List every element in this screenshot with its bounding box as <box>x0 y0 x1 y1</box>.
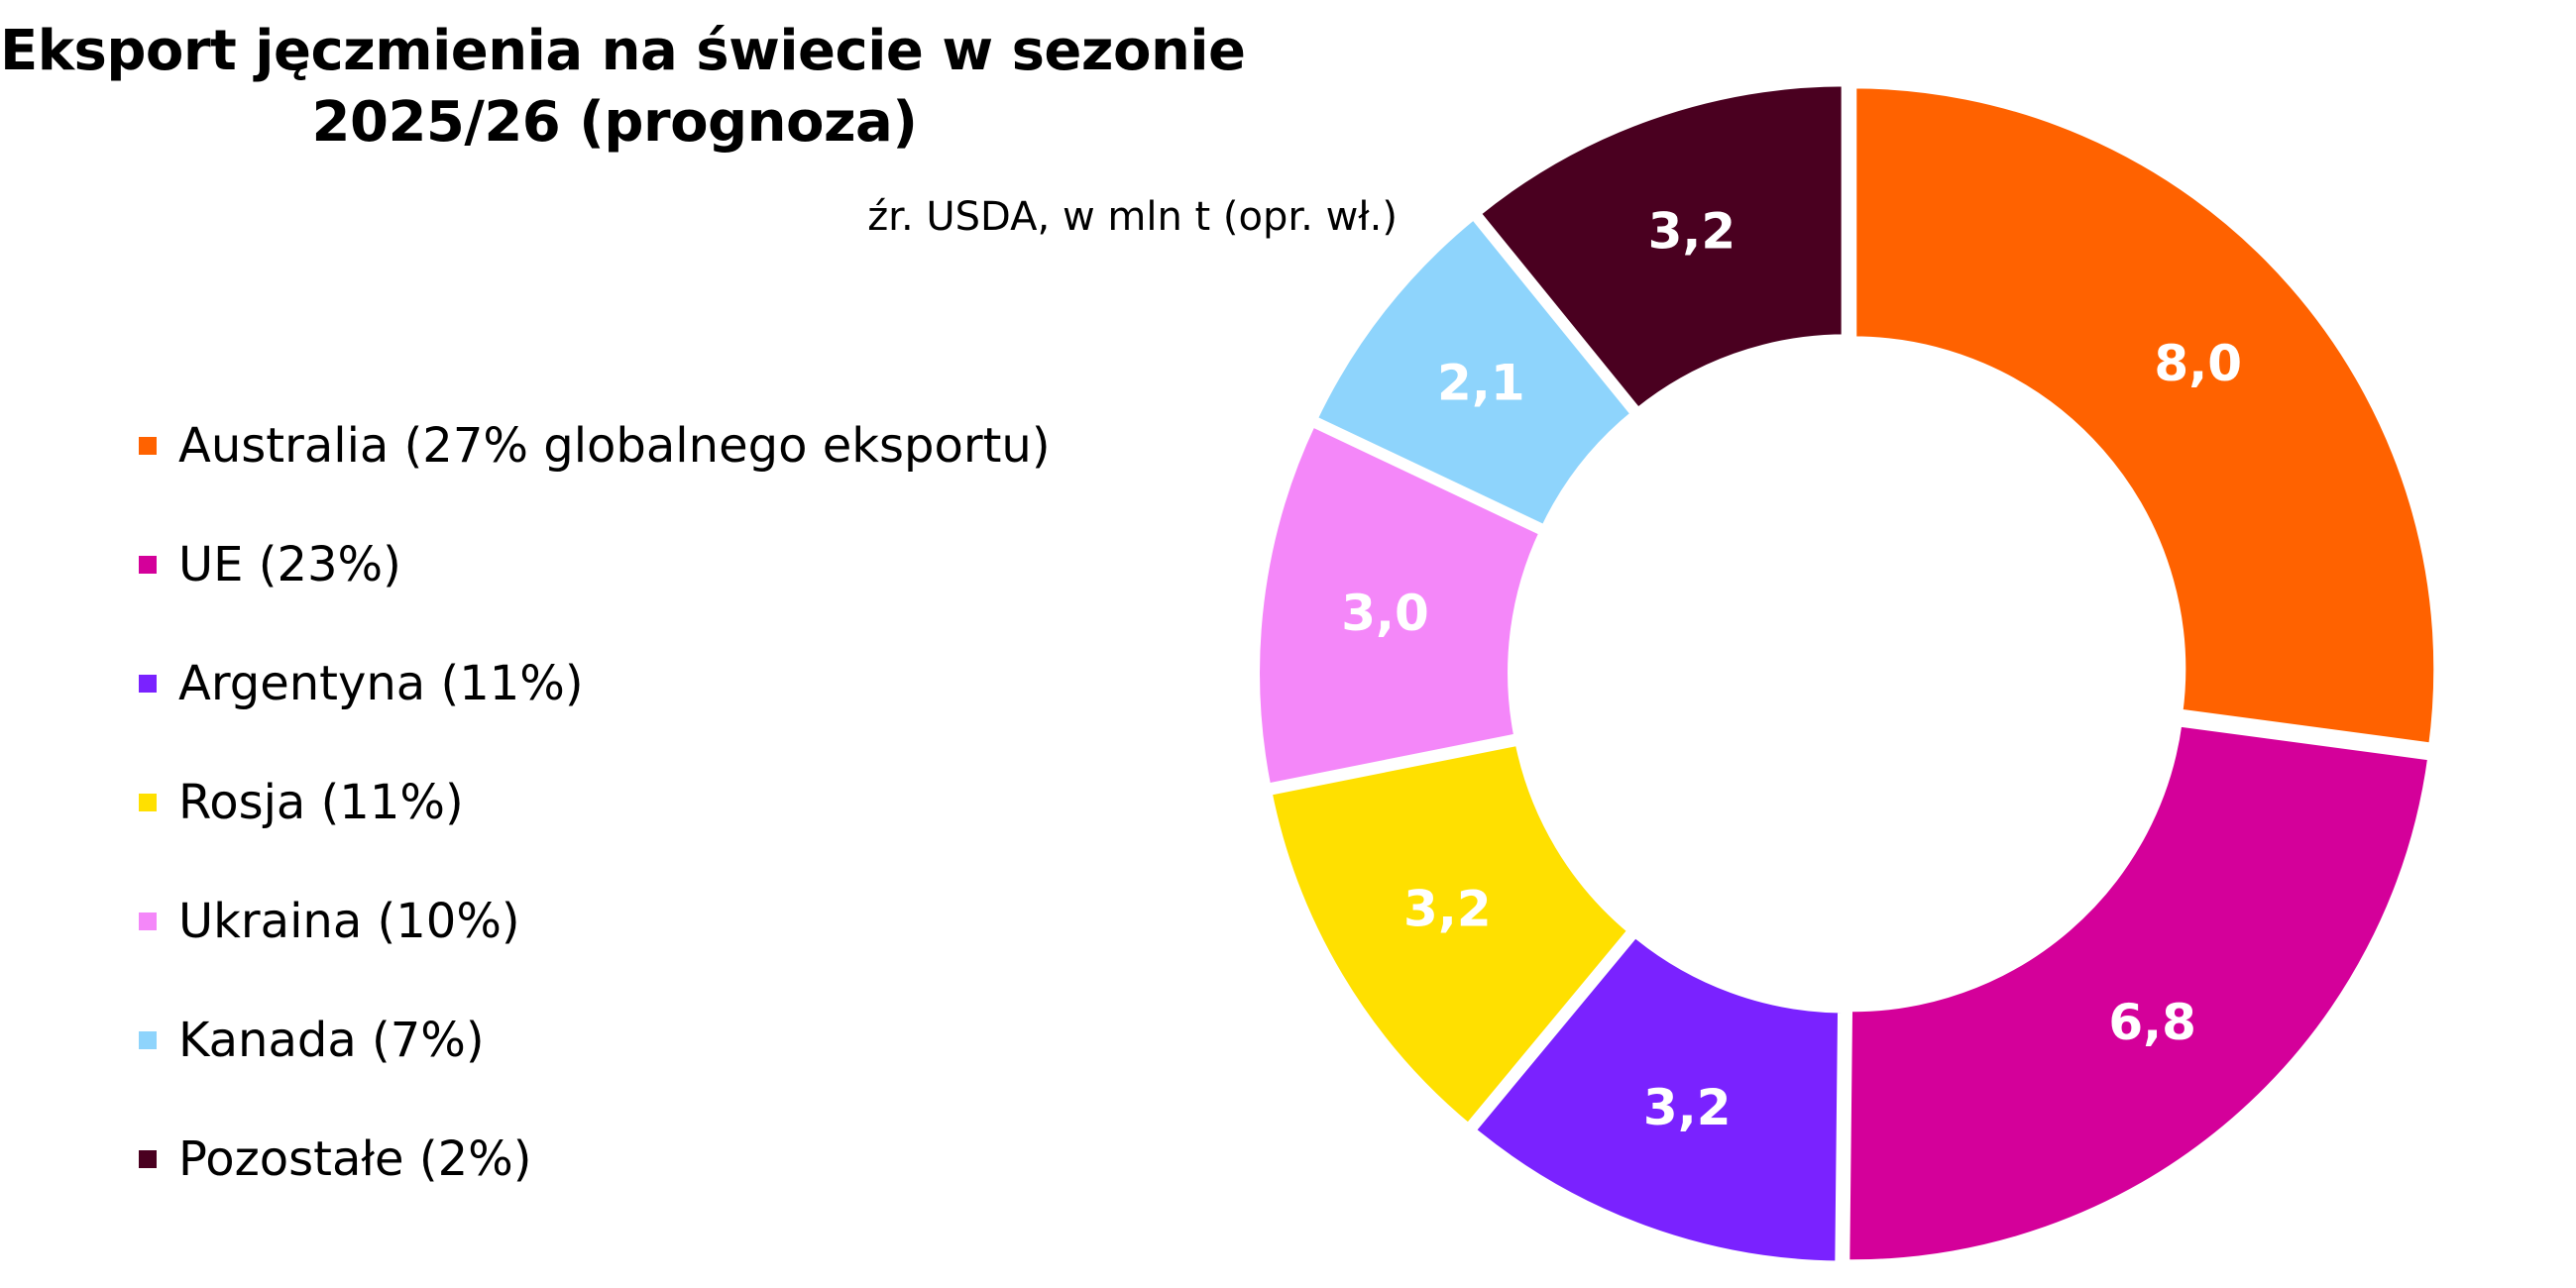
legend-label: Argentyna (11%) <box>178 656 584 711</box>
legend-item-ukraina: Ukraina (10%) <box>139 862 1051 981</box>
legend-item-argentyna: Argentyna (11%) <box>139 624 1051 743</box>
chart-source-note: źr. USDA, w mln t (opr. wł.) <box>867 194 1398 240</box>
legend-label: Rosja (11%) <box>178 775 464 830</box>
donut-slice-2 <box>1466 927 1847 1269</box>
legend-label: Australia (27% globalnego eksportu) <box>178 418 1051 474</box>
donut-slice-label-0: 8,0 <box>2154 335 2242 392</box>
donut-slice-label-1: 6,8 <box>2108 994 2196 1051</box>
chart-title: Eksport jęczmienia na świecie w sezonie … <box>0 16 1246 159</box>
legend-swatch <box>139 912 157 930</box>
donut-slice-label-2: 3,2 <box>1643 1079 1732 1136</box>
legend-label: UE (23%) <box>178 537 401 592</box>
legend-item-ue: UE (23%) <box>139 505 1051 624</box>
donut-slice-3 <box>1263 736 1637 1133</box>
donut-slice-label-3: 3,2 <box>1403 880 1492 937</box>
donut-slice-label-4: 3,0 <box>1341 585 1429 642</box>
donut-slice-labels: 8,0 6,8 3,2 3,2 3,0 2,1 3,2 <box>1341 203 2242 1136</box>
donut-slice-0 <box>1848 80 2442 752</box>
chart-title-line-2: 2025/26 (prognoza) <box>311 90 918 155</box>
legend-label: Kanada (7%) <box>178 1013 485 1068</box>
legend-item-kanada: Kanada (7%) <box>139 981 1051 1100</box>
legend-swatch <box>139 675 157 693</box>
legend-item-australia: Australia (27% globalnego eksportu) <box>139 386 1051 505</box>
donut-slice-label-5: 2,1 <box>1437 354 1525 411</box>
legend-label: Ukraina (10%) <box>178 894 520 949</box>
legend-item-rosja: Rosja (11%) <box>139 743 1051 862</box>
legend-swatch <box>139 437 157 455</box>
legend-swatch <box>139 1031 157 1049</box>
chart-legend: Australia (27% globalnego eksportu) UE (… <box>139 386 1051 1219</box>
donut-slice-6 <box>1471 78 1849 418</box>
donut-slice-4 <box>1252 417 1549 793</box>
legend-swatch <box>139 556 157 574</box>
donut-slice-label-6: 3,2 <box>1648 203 1736 261</box>
donut-slices <box>1252 78 2442 1269</box>
legend-label: Pozostałe (2%) <box>178 1131 532 1187</box>
legend-item-pozostale: Pozostałe (2%) <box>139 1100 1051 1219</box>
donut-slice-5 <box>1307 209 1640 535</box>
donut-slice-1 <box>1842 717 2436 1268</box>
legend-swatch <box>139 1150 157 1168</box>
chart-title-line-1: Eksport jęczmienia na świecie w sezonie <box>0 19 1246 83</box>
legend-swatch <box>139 794 157 811</box>
